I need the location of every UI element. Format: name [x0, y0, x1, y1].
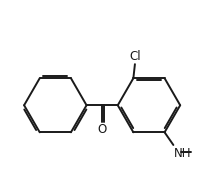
Text: O: O — [97, 123, 107, 136]
Text: Cl: Cl — [129, 50, 141, 63]
Text: NH: NH — [174, 146, 192, 159]
